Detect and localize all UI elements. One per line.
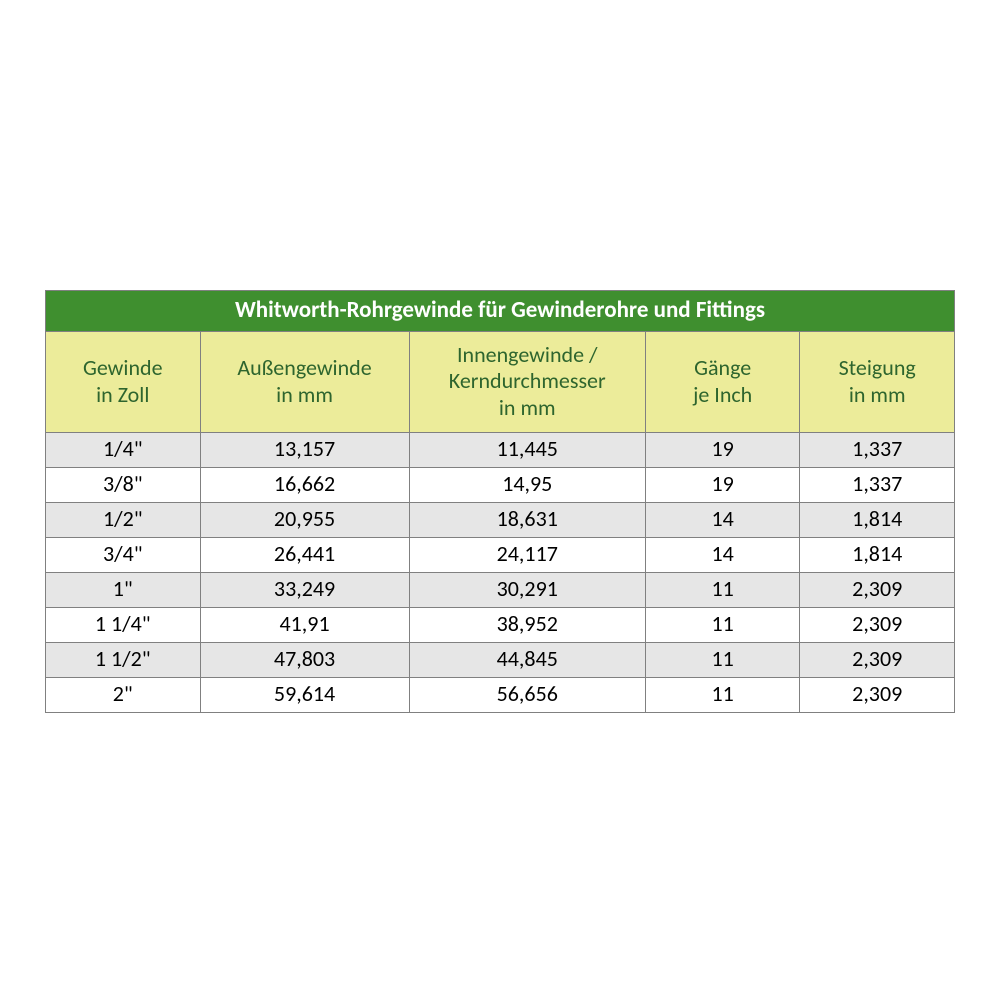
cell-1-4: 1,337 [800,467,955,502]
cell-6-3: 11 [645,642,800,677]
cell-3-3: 14 [645,537,800,572]
col-header-0: Gewindein Zoll [46,331,201,432]
table-title: Whitworth-Rohrgewinde für Gewinderohre u… [46,291,955,332]
cell-6-0: 1 1/2" [46,642,201,677]
table-body: 1/4"13,15711,445191,3373/8"16,66214,9519… [46,432,955,712]
cell-5-3: 11 [645,607,800,642]
cell-1-1: 16,662 [200,467,409,502]
table-row: 1 1/4"41,9138,952112,309 [46,607,955,642]
table-container: Whitworth-Rohrgewinde für Gewinderohre u… [45,290,955,713]
cell-3-0: 3/4" [46,537,201,572]
table-row: 1"33,24930,291112,309 [46,572,955,607]
cell-4-3: 11 [645,572,800,607]
cell-0-3: 19 [645,432,800,467]
cell-4-1: 33,249 [200,572,409,607]
table-row: 1/2"20,95518,631141,814 [46,502,955,537]
cell-1-0: 3/8" [46,467,201,502]
cell-3-4: 1,814 [800,537,955,572]
cell-2-0: 1/2" [46,502,201,537]
whitworth-table: Whitworth-Rohrgewinde für Gewinderohre u… [45,290,955,713]
cell-3-2: 24,117 [409,537,645,572]
cell-7-2: 56,656 [409,677,645,712]
cell-5-4: 2,309 [800,607,955,642]
col-header-3: Gängeje Inch [645,331,800,432]
cell-4-2: 30,291 [409,572,645,607]
cell-2-4: 1,814 [800,502,955,537]
table-row: 1 1/2"47,80344,845112,309 [46,642,955,677]
cell-5-0: 1 1/4" [46,607,201,642]
cell-5-1: 41,91 [200,607,409,642]
cell-1-2: 14,95 [409,467,645,502]
cell-2-1: 20,955 [200,502,409,537]
cell-0-1: 13,157 [200,432,409,467]
cell-0-4: 1,337 [800,432,955,467]
cell-4-4: 2,309 [800,572,955,607]
cell-3-1: 26,441 [200,537,409,572]
table-row: 1/4"13,15711,445191,337 [46,432,955,467]
cell-5-2: 38,952 [409,607,645,642]
cell-2-3: 14 [645,502,800,537]
cell-2-2: 18,631 [409,502,645,537]
col-header-2: Innengewinde /Kerndurchmesserin mm [409,331,645,432]
table-row: 3/4"26,44124,117141,814 [46,537,955,572]
table-header-row: Gewindein ZollAußengewindein mmInnengewi… [46,331,955,432]
table-row: 3/8"16,66214,95191,337 [46,467,955,502]
cell-0-0: 1/4" [46,432,201,467]
cell-6-4: 2,309 [800,642,955,677]
cell-4-0: 1" [46,572,201,607]
cell-0-2: 11,445 [409,432,645,467]
cell-7-4: 2,309 [800,677,955,712]
cell-6-1: 47,803 [200,642,409,677]
cell-6-2: 44,845 [409,642,645,677]
cell-7-3: 11 [645,677,800,712]
col-header-1: Außengewindein mm [200,331,409,432]
cell-1-3: 19 [645,467,800,502]
cell-7-0: 2" [46,677,201,712]
col-header-4: Steigungin mm [800,331,955,432]
cell-7-1: 59,614 [200,677,409,712]
table-row: 2"59,61456,656112,309 [46,677,955,712]
